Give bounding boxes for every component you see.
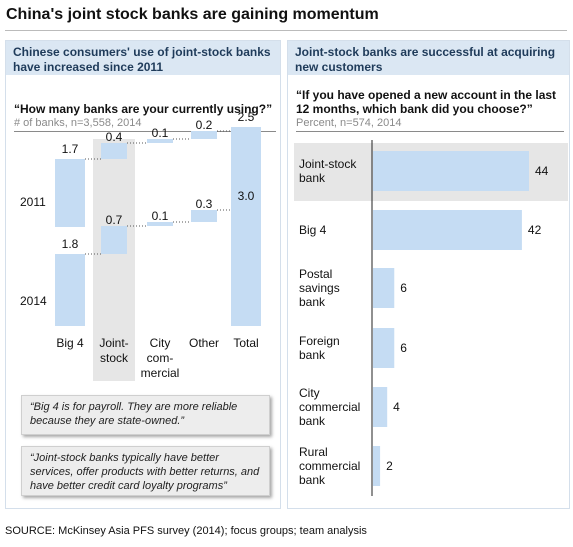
- value-label-2011-total: 2.5: [238, 110, 255, 124]
- right-subtitle: Percent, n=574, 2014: [296, 117, 402, 129]
- joint-stock-highlight: [93, 139, 135, 381]
- bar-2014-big-4: [55, 254, 85, 326]
- value-label-big-4: 42: [528, 223, 542, 237]
- category-label-rural-commercial-bank: Rural commercial bank: [299, 445, 360, 487]
- value-label-2014-big-4: 1.8: [62, 237, 79, 251]
- value-label-2011-big-4: 1.7: [62, 142, 79, 156]
- value-label-2014-joint-stock: 0.7: [106, 213, 123, 227]
- row-label-2014: 2014: [20, 294, 47, 308]
- category-label-city-commercial: City com-mercial: [141, 336, 180, 380]
- value-label-2011-joint-stock: 0.4: [106, 130, 123, 144]
- quote-big4: “Big 4 is for payroll. They are more rel…: [21, 395, 270, 435]
- bar-rural-commercial-bank: [373, 446, 381, 486]
- value-label-rural-commercial-bank: 2: [386, 459, 393, 473]
- bar-2011-other: [191, 131, 217, 139]
- bar-postal-savings-bank: [373, 268, 395, 308]
- right-subtitle-rule: [296, 131, 564, 132]
- source-note: SOURCE: McKinsey Asia PFS survey (2014);…: [5, 525, 367, 537]
- left-panel-header: Chinese consumers' use of joint-stock ba…: [6, 41, 280, 75]
- value-label-joint-stock-bank: 44: [535, 164, 549, 178]
- category-label-city-commercial-bank: City commercial bank: [299, 386, 360, 428]
- right-question: “If you have opened a new account in the…: [296, 88, 557, 116]
- value-label-postal-savings-bank: 6: [400, 281, 407, 295]
- value-label-2011-other: 0.2: [196, 118, 213, 132]
- right-panel-header: Joint-stock banks are successful at acqu…: [288, 41, 569, 75]
- left-question: “How many banks are your currently using…: [14, 102, 273, 116]
- category-label-postal-savings-bank: Postal savings bank: [299, 267, 340, 309]
- left-subtitle: # of banks, n=3,558, 2014: [14, 117, 142, 129]
- value-label-2014-other: 0.3: [196, 197, 213, 211]
- category-label-foreign-bank: Foreign bank: [299, 334, 340, 362]
- bar-2011-big-4: [55, 159, 85, 227]
- value-label-2014-total: 3.0: [238, 189, 255, 203]
- value-label-city-commercial-bank: 4: [393, 400, 400, 414]
- bar-2014-city-commercial: [147, 222, 173, 226]
- category-label-other: Other: [189, 336, 219, 350]
- left-subtitle-rule: [14, 131, 276, 132]
- waterfall-chart: 1.7 0.4 0.1 0.2 2.5 1.8 0.7 0.1 0.3 3.0 Big 4 Join…: [20, 110, 261, 381]
- value-label-foreign-bank: 6: [400, 341, 407, 355]
- category-label-joint-stock: Joint-stock: [99, 336, 129, 365]
- bar-big-4: [373, 210, 522, 250]
- bar-2011-city-commercial: [147, 139, 173, 143]
- bar-joint-stock-bank: [373, 151, 529, 191]
- category-label-joint-stock-bank: Joint-stock bank: [299, 157, 357, 185]
- right-panel: Joint-stock banks are successful at acqu…: [287, 40, 570, 509]
- bar-2011-joint-stock: [101, 143, 127, 159]
- page-title: China's joint stock banks are gaining mo…: [6, 6, 379, 23]
- bar-2014-total: [231, 206, 261, 326]
- category-label-total: Total: [233, 336, 258, 350]
- bar-2014-joint-stock: [101, 226, 127, 254]
- category-label-big-4: Big 4: [56, 336, 84, 350]
- value-label-2014-city-commercial: 0.1: [152, 209, 169, 223]
- category-label-big-4: Big 4: [299, 223, 327, 237]
- bar-city-commercial-bank: [373, 387, 388, 427]
- quote-joint-stock: “Joint-stock banks typically have better…: [21, 446, 270, 496]
- bar-2014-other: [191, 210, 217, 222]
- value-label-2011-city-commercial: 0.1: [152, 126, 169, 140]
- row-label-2011: 2011: [20, 195, 46, 209]
- title-divider: [5, 30, 567, 31]
- bar-foreign-bank: [373, 328, 395, 368]
